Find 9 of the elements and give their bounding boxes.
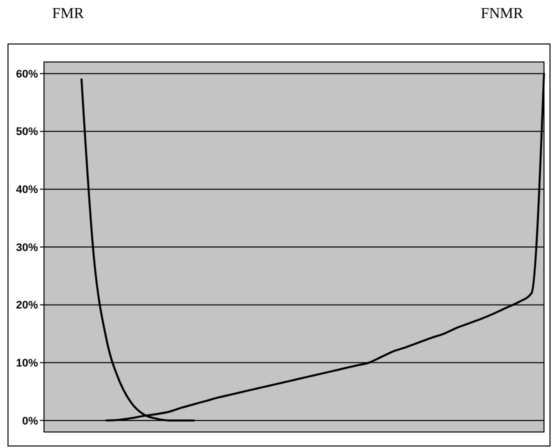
y-tick-label: 50% <box>16 126 38 138</box>
y-tick-label: 30% <box>16 242 38 254</box>
y-tick-label: 10% <box>16 357 38 370</box>
y-tick-label: 0% <box>22 415 38 428</box>
y-tick-label: 40% <box>16 184 38 196</box>
y-tick-label: 20% <box>16 300 38 312</box>
text: FNMR <box>480 6 524 22</box>
y-tick-label: 60% <box>16 68 38 80</box>
text: FMR <box>52 6 84 22</box>
